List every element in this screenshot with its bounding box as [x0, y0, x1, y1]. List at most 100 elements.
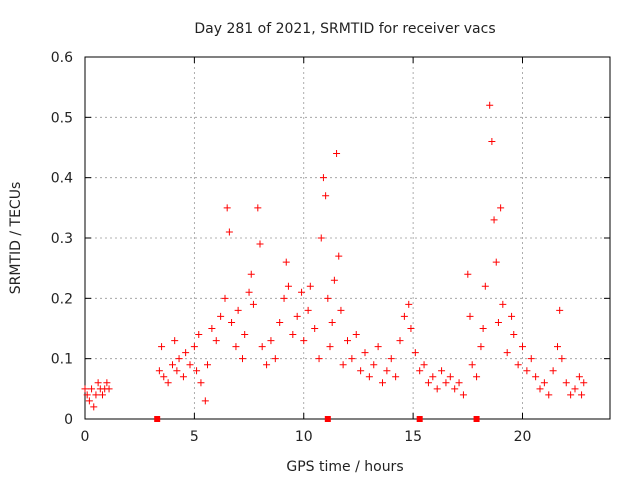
- data-point: [208, 325, 216, 332]
- data-point: [492, 258, 500, 266]
- data-point: [324, 294, 332, 302]
- data-point: [451, 385, 459, 393]
- data-point: [549, 367, 557, 375]
- data-point: [263, 361, 271, 369]
- data-point: [317, 234, 325, 242]
- data-point: [282, 258, 290, 266]
- x-tick-label: 15: [404, 429, 422, 445]
- data-point: [405, 300, 413, 308]
- y-tick-label: 0: [64, 412, 73, 428]
- data-point: [254, 204, 262, 212]
- data-point: [508, 312, 516, 320]
- data-point: [298, 288, 306, 296]
- data-point: [330, 276, 338, 284]
- data-point: [424, 379, 432, 387]
- data-point: [494, 318, 502, 326]
- data-point: [225, 228, 233, 236]
- data-point: [392, 373, 400, 381]
- data-point: [459, 391, 467, 399]
- data-point: [245, 288, 253, 296]
- y-tick-label: 0.6: [51, 50, 73, 66]
- data-point: [99, 391, 106, 399]
- data-point: [182, 349, 190, 357]
- data-point: [420, 361, 428, 369]
- data-point: [558, 355, 566, 363]
- data-point: [339, 361, 347, 369]
- data-point: [578, 391, 586, 399]
- data-point: [217, 312, 225, 320]
- data-point: [204, 361, 211, 369]
- data-point: [249, 300, 257, 308]
- data-point: [280, 294, 288, 302]
- data-point: [193, 367, 201, 375]
- y-tick-label: 0.4: [51, 171, 73, 187]
- y-tick-label: 0.1: [51, 352, 73, 368]
- data-point: [83, 391, 91, 399]
- data-point: [514, 361, 522, 369]
- data-point: [88, 385, 96, 393]
- chart-title: Day 281 of 2021, SRMTID for receiver vac…: [194, 21, 495, 37]
- data-point: [195, 331, 203, 339]
- data-point: [556, 306, 564, 314]
- data-point: [284, 282, 292, 290]
- data-point: [337, 306, 345, 314]
- data-point: [523, 367, 531, 375]
- data-point: [81, 385, 89, 393]
- data-point: [361, 349, 369, 357]
- data-point: [173, 367, 181, 375]
- data-point: [319, 174, 327, 182]
- data-point: [228, 318, 236, 326]
- gap-marker: [154, 416, 161, 422]
- data-point: [333, 150, 341, 158]
- data-point: [497, 204, 505, 212]
- x-tick-label: 0: [81, 429, 90, 445]
- data-point: [289, 331, 297, 339]
- data-point: [365, 373, 373, 381]
- data-point: [258, 343, 266, 351]
- data-point: [374, 343, 382, 351]
- data-point: [256, 240, 264, 248]
- data-point: [488, 137, 496, 145]
- data-point: [510, 331, 518, 339]
- data-point: [197, 379, 205, 387]
- data-point: [315, 355, 323, 363]
- data-point: [481, 282, 489, 290]
- data-point: [293, 312, 301, 320]
- gap-marker: [416, 416, 423, 422]
- data-point: [416, 367, 424, 375]
- gap-marker: [473, 416, 480, 422]
- data-point: [532, 373, 540, 381]
- data-point: [267, 337, 275, 345]
- x-tick-label: 10: [295, 429, 313, 445]
- data-point: [155, 367, 163, 375]
- data-point: [171, 337, 179, 345]
- data-point: [179, 373, 187, 381]
- data-point: [103, 379, 111, 387]
- data-point: [271, 355, 279, 363]
- data-point: [169, 361, 176, 369]
- data-point: [234, 306, 242, 314]
- data-point: [527, 355, 535, 363]
- data-point: [486, 101, 494, 109]
- data-point: [562, 379, 570, 387]
- data-point: [160, 373, 168, 381]
- data-point: [105, 385, 113, 393]
- data-point: [92, 391, 100, 399]
- data-point: [407, 325, 415, 332]
- data-point: [94, 379, 102, 387]
- data-point: [276, 318, 284, 326]
- data-point: [446, 373, 454, 381]
- data-point: [387, 355, 395, 363]
- data-point: [379, 379, 386, 387]
- data-point: [90, 403, 98, 411]
- data-point: [221, 294, 229, 302]
- data-point: [348, 355, 356, 363]
- data-point: [326, 343, 334, 351]
- data-point: [479, 325, 487, 332]
- data-point: [164, 379, 172, 387]
- data-point: [429, 373, 437, 381]
- data-point: [400, 312, 408, 320]
- data-point: [306, 282, 314, 290]
- x-tick-label: 20: [514, 429, 532, 445]
